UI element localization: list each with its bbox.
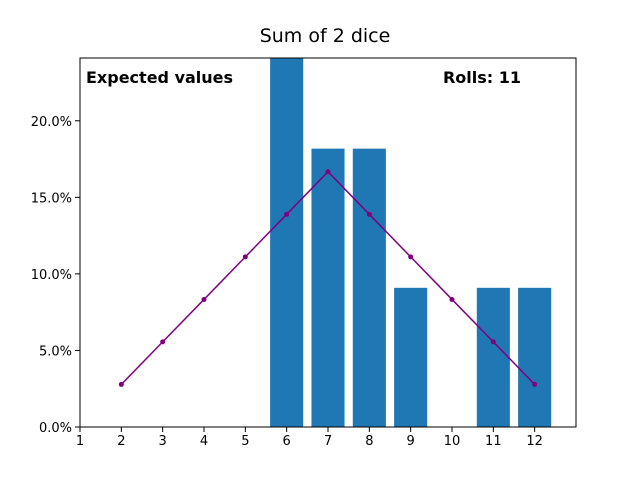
plot-area xyxy=(118,58,552,427)
bar xyxy=(311,148,345,427)
bar xyxy=(352,148,386,427)
y-tick-label: 10.0% xyxy=(31,268,72,283)
x-tick-label: 1 xyxy=(76,434,84,449)
bar xyxy=(518,287,552,427)
x-tick-label: 8 xyxy=(365,434,373,449)
x-tick-label: 4 xyxy=(200,434,208,449)
chart-title: Sum of 2 dice xyxy=(260,25,391,47)
y-tick-label: 15.0% xyxy=(31,191,72,206)
annotation: Expected values xyxy=(86,68,233,87)
y-tick-label: 5.0% xyxy=(39,344,72,359)
y-tick-label: 0.0% xyxy=(39,421,72,436)
annotation: Rolls: 11 xyxy=(443,68,521,87)
bar xyxy=(476,287,510,427)
line-marker xyxy=(201,296,207,302)
line-marker xyxy=(490,339,496,345)
x-tick-label: 9 xyxy=(407,434,415,449)
line-marker xyxy=(284,211,290,217)
line-marker xyxy=(242,254,248,260)
x-tick-label: 5 xyxy=(241,434,249,449)
bar xyxy=(270,58,304,427)
x-tick-label: 3 xyxy=(159,434,167,449)
x-tick-label: 10 xyxy=(444,434,461,449)
line-marker xyxy=(118,381,124,387)
line-marker xyxy=(160,339,166,345)
x-tick-label: 11 xyxy=(485,434,502,449)
line-marker xyxy=(449,296,455,302)
y-tick-label: 20.0% xyxy=(31,115,72,130)
x-tick-label: 6 xyxy=(283,434,291,449)
line-marker xyxy=(408,254,414,260)
bar xyxy=(394,287,428,427)
x-tick-label: 12 xyxy=(526,434,543,449)
x-tick-label: 7 xyxy=(324,434,332,449)
line-marker xyxy=(532,381,538,387)
line-marker xyxy=(366,211,372,217)
x-tick-label: 2 xyxy=(117,434,125,449)
line-marker xyxy=(325,169,331,175)
